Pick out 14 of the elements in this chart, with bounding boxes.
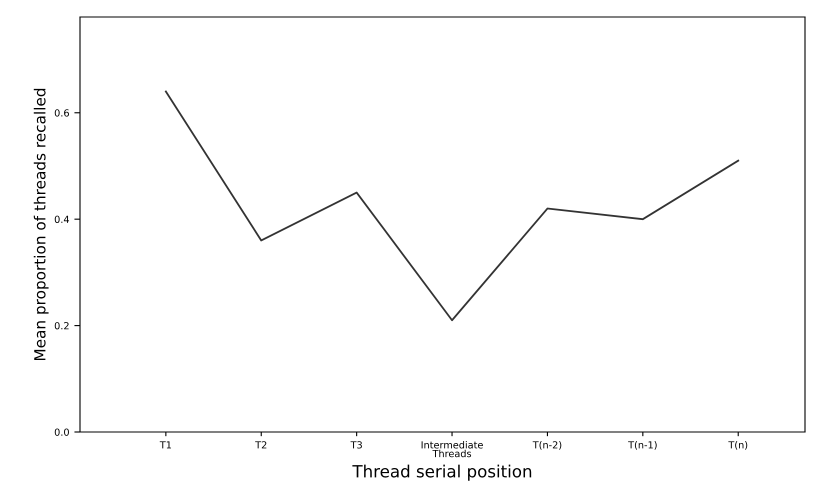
x-tick-label: T3 <box>350 441 362 449</box>
y-tick-label: 0.2 <box>54 322 69 330</box>
x-tick-label: T(n-2) <box>532 441 562 450</box>
x-tick-label: T2 <box>255 441 266 448</box>
x-axis-title: Thread serial position <box>352 464 532 481</box>
x-tick-label: T(n) <box>728 441 748 450</box>
y-tick-label: 0.0 <box>54 428 69 436</box>
x-tick-label: Intermediate Threads <box>422 441 483 458</box>
line-series <box>164 90 740 322</box>
x-tick-label: T(n-1) <box>628 441 657 450</box>
x-tick-label: T1 <box>160 441 172 448</box>
y-tick-label: 0.6 <box>54 109 69 117</box>
y-tick-label: 0.4 <box>54 216 70 224</box>
y-axis-title: Mean proportion of threads recalled <box>34 88 49 360</box>
